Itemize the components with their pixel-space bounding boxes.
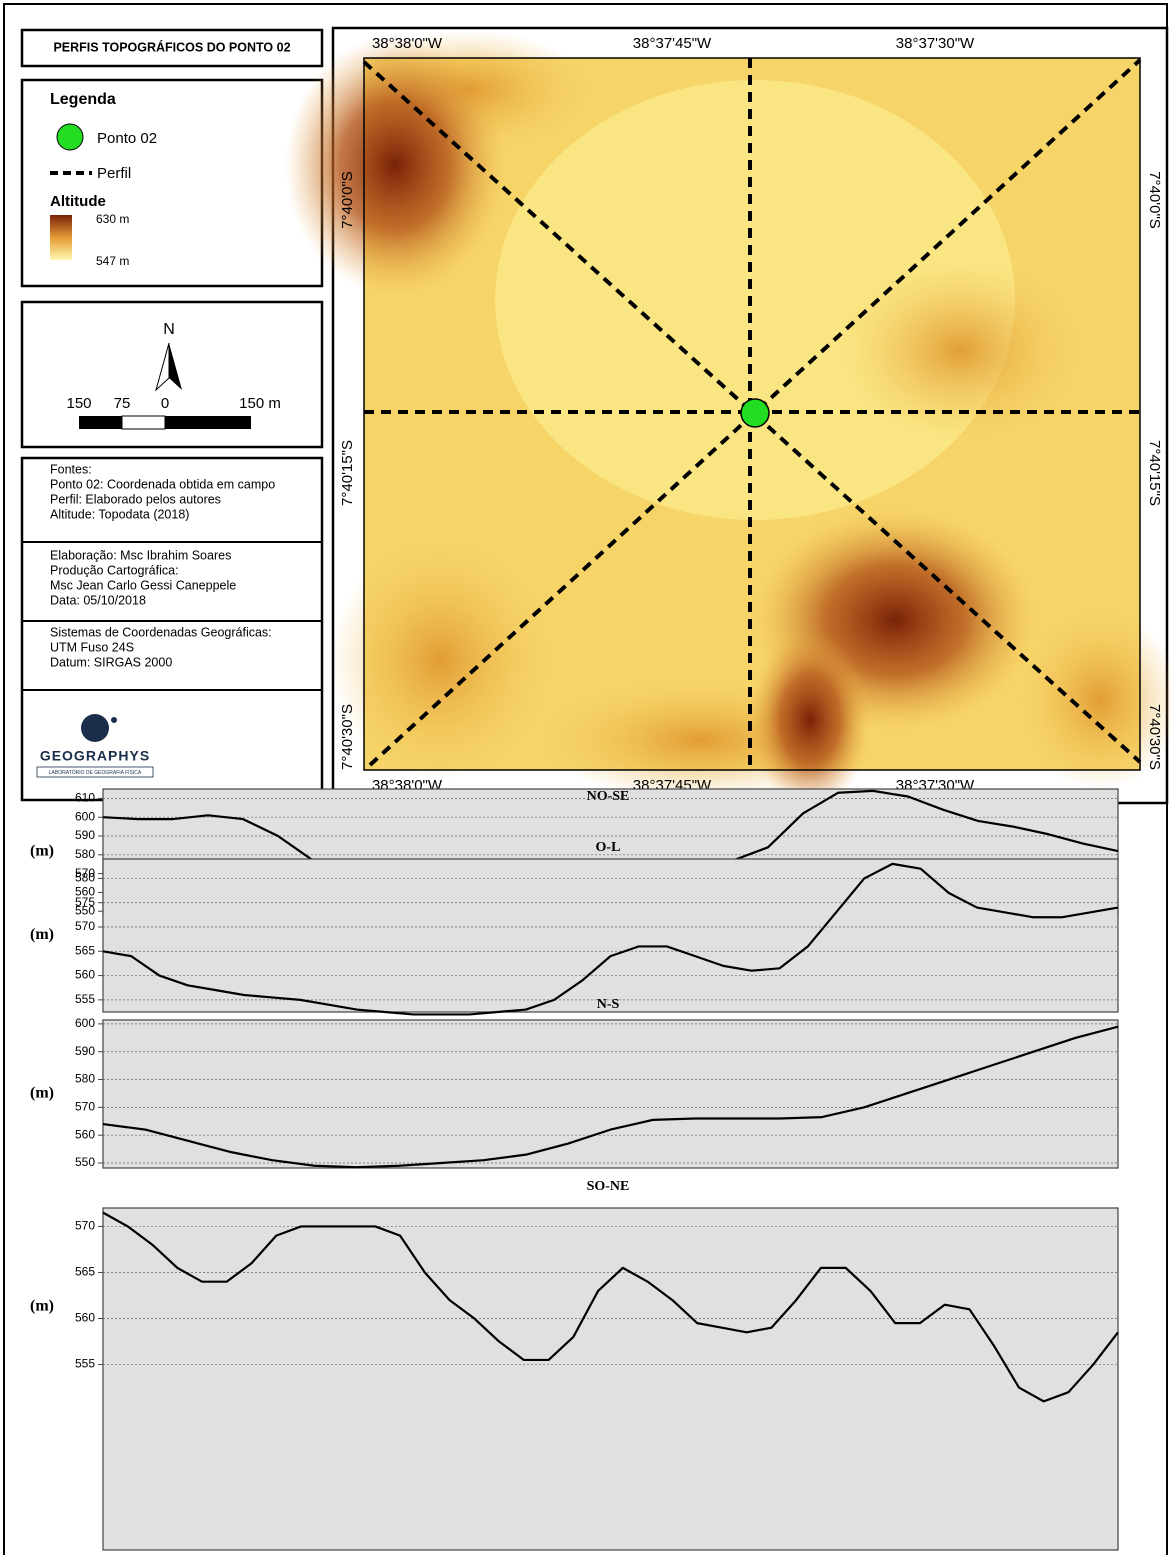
map-raster [330, 540, 550, 780]
lon-label: 38°37'45"W [633, 35, 712, 52]
y-tick-label: 600 [75, 809, 95, 823]
page: PERFIS TOPOGRÁFICOS DO PONTO 02 Legenda … [0, 0, 1171, 1555]
scale-bar [122, 416, 165, 429]
sources-line: Perfil: Elaborado pelos autores [50, 492, 221, 506]
title: PERFIS TOPOGRÁFICOS DO PONTO 02 [53, 39, 290, 54]
sources-line: Ponto 02: Coordenada obtida em campo [50, 477, 275, 491]
credits-line: Produção Cartográfica: [50, 563, 179, 577]
north-label: N [163, 321, 175, 338]
y-tick-label: 565 [75, 943, 95, 957]
scale-label: 150 [66, 395, 91, 412]
lat-label: 7°40'15"S [339, 440, 356, 506]
legend-profile: Perfil [97, 165, 131, 182]
map-raster [750, 630, 870, 810]
y-tick-label: 560 [75, 1127, 95, 1141]
point-02 [741, 399, 769, 427]
altitude-max: 630 m [96, 212, 129, 226]
y-tick-label: 610 [75, 791, 95, 805]
y-tick-label: 590 [75, 1044, 95, 1058]
logo-globe [81, 714, 109, 742]
y-tick-label: 560 [75, 968, 95, 982]
crs-line: UTM Fuso 24S [50, 640, 134, 654]
scale-bar [79, 416, 122, 429]
chart-title: N-S [597, 997, 620, 1012]
y-tick-label: 560 [75, 1311, 95, 1325]
point-symbol [57, 124, 83, 150]
lon-label: 38°37'30"W [896, 35, 975, 52]
y-tick-label: 555 [75, 992, 95, 1006]
lon-label: 38°38'0"W [372, 35, 443, 52]
scale-bar [165, 416, 251, 429]
legend-point: Ponto 02 [97, 130, 157, 147]
y-axis-label: (m) [30, 843, 54, 860]
y-tick-label: 580 [75, 1072, 95, 1086]
chart-title: O-L [596, 840, 621, 855]
lat-label: 7°40'0"S [1146, 171, 1163, 229]
y-tick-label: 590 [75, 828, 95, 842]
y-tick-label: 575 [75, 895, 95, 909]
y-tick-label: 570 [75, 1100, 95, 1114]
y-axis-label: (m) [30, 1085, 54, 1102]
sources-line: Fontes: [50, 462, 92, 476]
crs-line: Sistemas de Coordenadas Geográficas: [50, 625, 272, 639]
scale-label: 75 [114, 395, 131, 412]
scale-label: 0 [161, 395, 169, 412]
y-tick-label: 550 [75, 1155, 95, 1169]
credits-line: Data: 05/10/2018 [50, 593, 146, 607]
altitude-min: 547 m [96, 254, 129, 268]
chart-title: NO-SE [587, 789, 630, 804]
crs-line: Datum: SIRGAS 2000 [50, 655, 172, 669]
chart-title: SO-NE [587, 1179, 630, 1194]
map [285, 30, 1171, 810]
map-raster [285, 35, 505, 295]
lat-label: 7°40'0"S [339, 171, 356, 229]
lat-label: 7°40'30"S [339, 704, 356, 770]
y-tick-label: 565 [75, 1265, 95, 1279]
legend-title: Legenda [50, 91, 116, 108]
y-tick-label: 600 [75, 1016, 95, 1030]
scale-label: 150 m [239, 395, 281, 412]
plot-area [103, 1020, 1118, 1168]
altitude-ramp [50, 215, 72, 260]
y-axis-label: (m) [30, 926, 54, 943]
logo-name: GEOGRAPHYS [40, 748, 150, 764]
y-tick-label: 570 [75, 919, 95, 933]
y-tick-label: 580 [75, 847, 95, 861]
lat-label: 7°40'15"S [1146, 440, 1163, 506]
y-axis-label: (m) [30, 1298, 54, 1315]
sources-line: Altitude: Topodata (2018) [50, 507, 189, 521]
y-tick-label: 570 [75, 1219, 95, 1233]
credits-line: Elaboração: Msc Ibrahim Soares [50, 548, 231, 562]
logo-dot [111, 717, 117, 723]
lat-label: 7°40'30"S [1146, 704, 1163, 770]
y-tick-label: 580 [75, 871, 95, 885]
logo-subtitle: LABORATÓRIO DE GEOGRAFIA FÍSICA [49, 769, 142, 776]
y-tick-label: 555 [75, 1357, 95, 1371]
credits-line: Msc Jean Carlo Gessi Caneppele [50, 578, 236, 592]
plot-area [103, 859, 1118, 1012]
legend-altitude: Altitude [50, 193, 106, 210]
